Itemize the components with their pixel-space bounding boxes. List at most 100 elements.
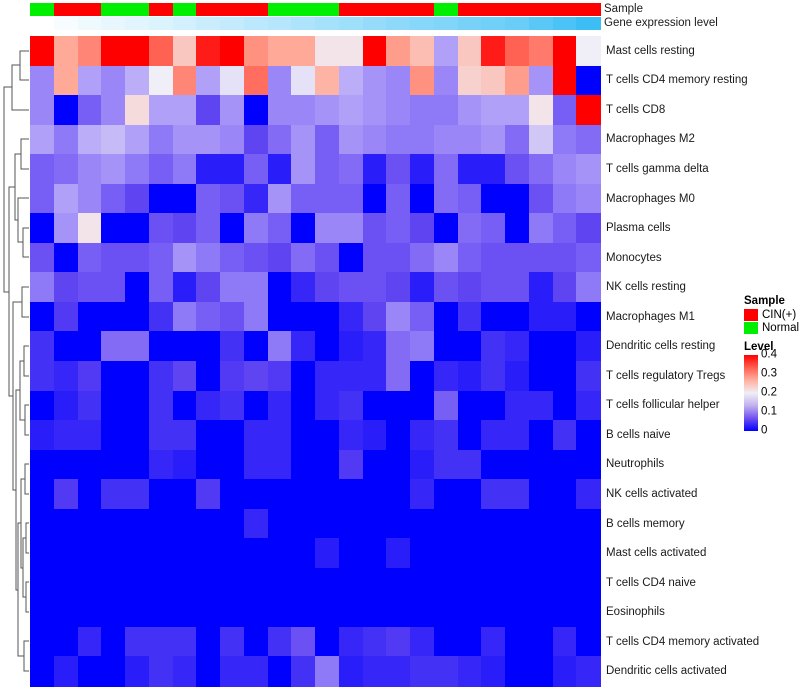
heatmap-cell <box>291 390 316 421</box>
gene-expression-annotation-cell <box>505 17 530 30</box>
heatmap-cell <box>386 213 411 244</box>
row-label: Dendritic cells resting <box>606 340 716 353</box>
gene-expression-annotation-cell <box>77 17 102 30</box>
heatmap-cell <box>243 124 269 155</box>
heatmap-cell <box>53 538 79 569</box>
heatmap-cell <box>576 449 601 480</box>
heatmap-cell <box>148 361 174 392</box>
heatmap-cell <box>30 567 55 598</box>
heatmap-cell <box>267 65 292 96</box>
heatmap-cell <box>77 390 102 421</box>
heatmap-cell <box>481 36 506 67</box>
heatmap-cell <box>30 449 55 480</box>
gene-expression-annotation-label: Gene expression level <box>604 17 718 29</box>
heatmap-cell <box>291 449 316 480</box>
heatmap-cell <box>30 95 55 126</box>
heatmap-cell <box>457 183 482 214</box>
heatmap-cell <box>172 213 197 244</box>
legend-level-tick: 0.4 <box>761 348 777 361</box>
heatmap-cell <box>125 508 150 539</box>
heatmap-cell <box>148 301 174 333</box>
heatmap-cell <box>101 479 126 510</box>
heatmap-cell <box>196 65 221 96</box>
heatmap-cell <box>125 242 150 273</box>
heatmap-cell <box>433 183 459 214</box>
heatmap-cell <box>243 95 269 126</box>
heatmap-cell <box>552 656 577 687</box>
row-dendrogram <box>3 50 29 672</box>
heatmap-cell <box>315 567 340 598</box>
heatmap-cell <box>77 656 102 687</box>
heatmap-cell <box>576 183 601 214</box>
heatmap-cell <box>505 95 530 126</box>
sample-annotation-cell <box>53 3 79 16</box>
heatmap-cell <box>338 597 364 628</box>
heatmap-cell <box>481 479 506 510</box>
heatmap-cell <box>457 242 482 273</box>
heatmap-cell <box>552 36 577 67</box>
heatmap-cell <box>172 626 197 658</box>
heatmap-cell <box>552 479 577 510</box>
gene-expression-annotation-cell <box>267 17 292 30</box>
heatmap-cell <box>528 449 554 480</box>
heatmap-cell <box>315 183 340 214</box>
heatmap-cell <box>172 567 197 598</box>
heatmap-cell <box>172 538 197 569</box>
heatmap-cell <box>386 508 411 539</box>
heatmap-cell <box>552 272 577 303</box>
heatmap-cell <box>315 538 340 569</box>
heatmap-cell <box>30 36 55 67</box>
heatmap-cell <box>267 626 292 658</box>
heatmap-cell <box>410 213 435 244</box>
heatmap-cell <box>267 124 292 155</box>
heatmap-cell <box>291 597 316 628</box>
heatmap-cell <box>125 272 150 303</box>
legend-sample-item: Normal <box>744 322 800 334</box>
sample-annotation-cell <box>505 3 530 16</box>
heatmap-cell <box>101 449 126 480</box>
heatmap-cell <box>291 242 316 273</box>
heatmap-cell <box>386 449 411 480</box>
heatmap-cell <box>101 242 126 273</box>
heatmap-cell <box>362 420 387 451</box>
heatmap-cell <box>243 420 269 451</box>
heatmap-cell <box>125 538 150 569</box>
heatmap-cell <box>481 390 506 421</box>
heatmap-cell <box>338 65 364 96</box>
heatmap-cell <box>576 301 601 333</box>
heatmap-cell <box>148 567 174 598</box>
gene-expression-annotation-cell <box>457 17 482 30</box>
heatmap-cell <box>505 183 530 214</box>
heatmap-cell <box>433 449 459 480</box>
heatmap-cell <box>220 124 245 155</box>
heatmap-cell <box>410 597 435 628</box>
heatmap-cell <box>505 567 530 598</box>
heatmap-cell <box>505 361 530 392</box>
heatmap-cell <box>481 124 506 155</box>
heatmap-cell <box>77 626 102 658</box>
heatmap-cell <box>386 301 411 333</box>
heatmap-cell <box>148 65 174 96</box>
heatmap-cell <box>267 449 292 480</box>
heatmap-cell <box>101 95 126 126</box>
heatmap-cell <box>505 449 530 480</box>
heatmap-cell <box>481 597 506 628</box>
heatmap-cell <box>528 626 554 658</box>
heatmap-cell <box>291 508 316 539</box>
heatmap-cell <box>386 272 411 303</box>
heatmap-cell <box>410 65 435 96</box>
heatmap-cell <box>457 301 482 333</box>
heatmap-cell <box>362 449 387 480</box>
row-label: NK cells resting <box>606 281 686 294</box>
heatmap-cell <box>433 331 459 362</box>
legend-level-scale: 0.4 0.3 0.2 0.1 0 <box>744 349 800 436</box>
heatmap-cell <box>243 183 269 214</box>
heatmap-cell <box>196 390 221 421</box>
heatmap-cell <box>410 272 435 303</box>
gene-expression-annotation-cell <box>528 17 554 30</box>
sample-annotation-cell <box>433 3 459 16</box>
heatmap-cell <box>30 361 55 392</box>
sample-annotation-cell <box>362 3 387 16</box>
heatmap-cell <box>457 331 482 362</box>
